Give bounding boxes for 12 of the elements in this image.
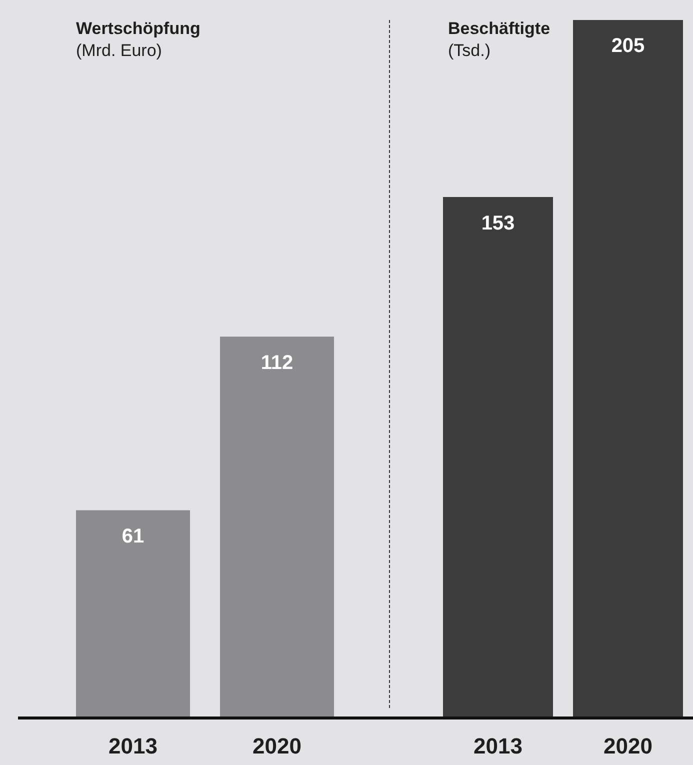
- data-label: 112: [260, 352, 294, 374]
- text: (Tsd.): [448, 40, 492, 62]
- x-tick-label: 2013: [474, 734, 522, 759]
- data-label: 205: [611, 35, 645, 58]
- x-tick-label: 2020: [604, 734, 652, 759]
- chart-title: Wertschöpfung: [76, 18, 200, 40]
- data-label: 153: [481, 212, 515, 234]
- x-tick-label: 2020: [252, 734, 302, 759]
- data-label: 61: [122, 526, 144, 548]
- chart-title: Beschäftigte: [448, 18, 550, 40]
- chart-subtitle: (Mrd. Euro): [76, 40, 163, 62]
- x-tick-label: 2013: [108, 734, 158, 759]
